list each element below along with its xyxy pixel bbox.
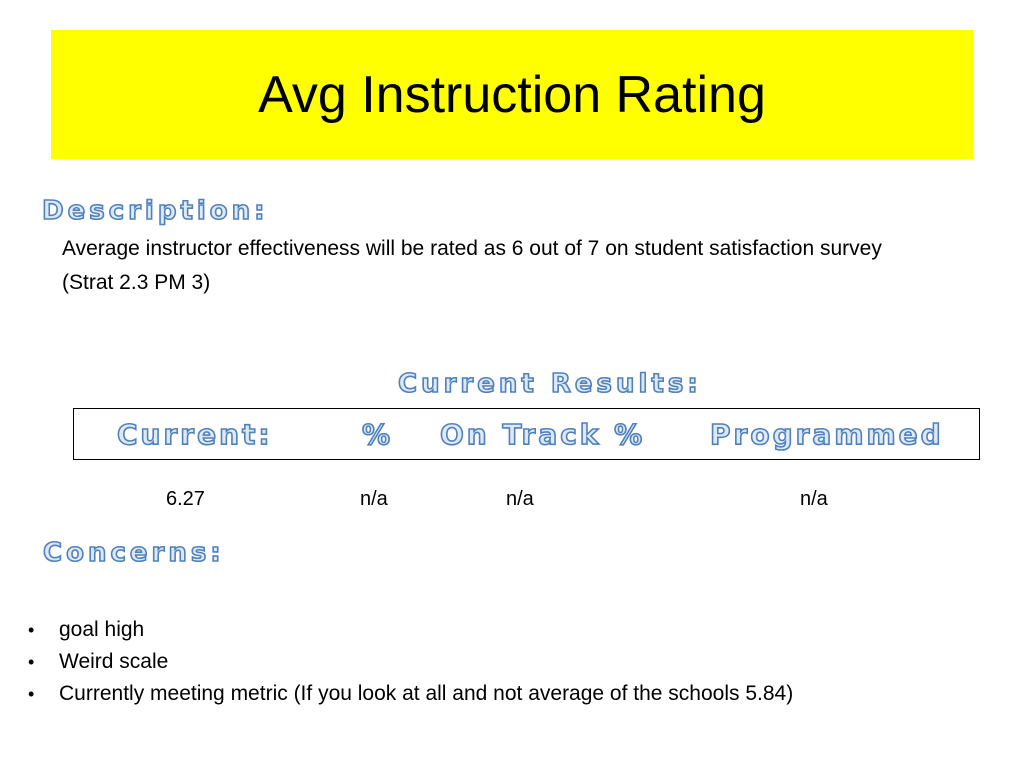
title-banner: Avg Instruction Rating [51,30,973,159]
concern-text: Weird scale [59,650,169,673]
column-header-percent: % [361,417,394,452]
value-on-track: n/a [506,488,534,510]
concerns-list: • goal high • Weird scale • Currently me… [28,614,793,710]
current-results-heading: Current Results: [397,368,702,400]
concern-text: Currently meeting metric (If you look at… [59,682,794,705]
description-text: Average instructor effectiveness will be… [62,237,882,260]
description-reference: (Strat 2.3 PM 3) [62,271,211,294]
concerns-heading: Concerns: [42,537,225,569]
value-current: 6.27 [166,488,205,510]
bullet-icon: • [28,652,35,672]
description-heading: Description: [41,195,269,227]
bullet-icon: • [28,620,35,640]
column-header-programmed: Programmed [709,417,944,452]
list-item: • goal high [28,614,793,646]
slide-title: Avg Instruction Rating [258,65,766,124]
list-item: • Currently meeting metric (If you look … [28,678,793,710]
column-header-current: Current: [116,417,273,452]
bullet-icon: • [28,684,35,704]
value-programmed: n/a [800,488,828,510]
description-body: Average instructor effectiveness will be… [62,236,922,296]
value-percent: n/a [360,488,388,510]
results-header-box [73,408,980,460]
list-item: • Weird scale [28,646,793,678]
column-header-on-track: On Track % [439,417,646,452]
concern-text: goal high [59,618,145,641]
